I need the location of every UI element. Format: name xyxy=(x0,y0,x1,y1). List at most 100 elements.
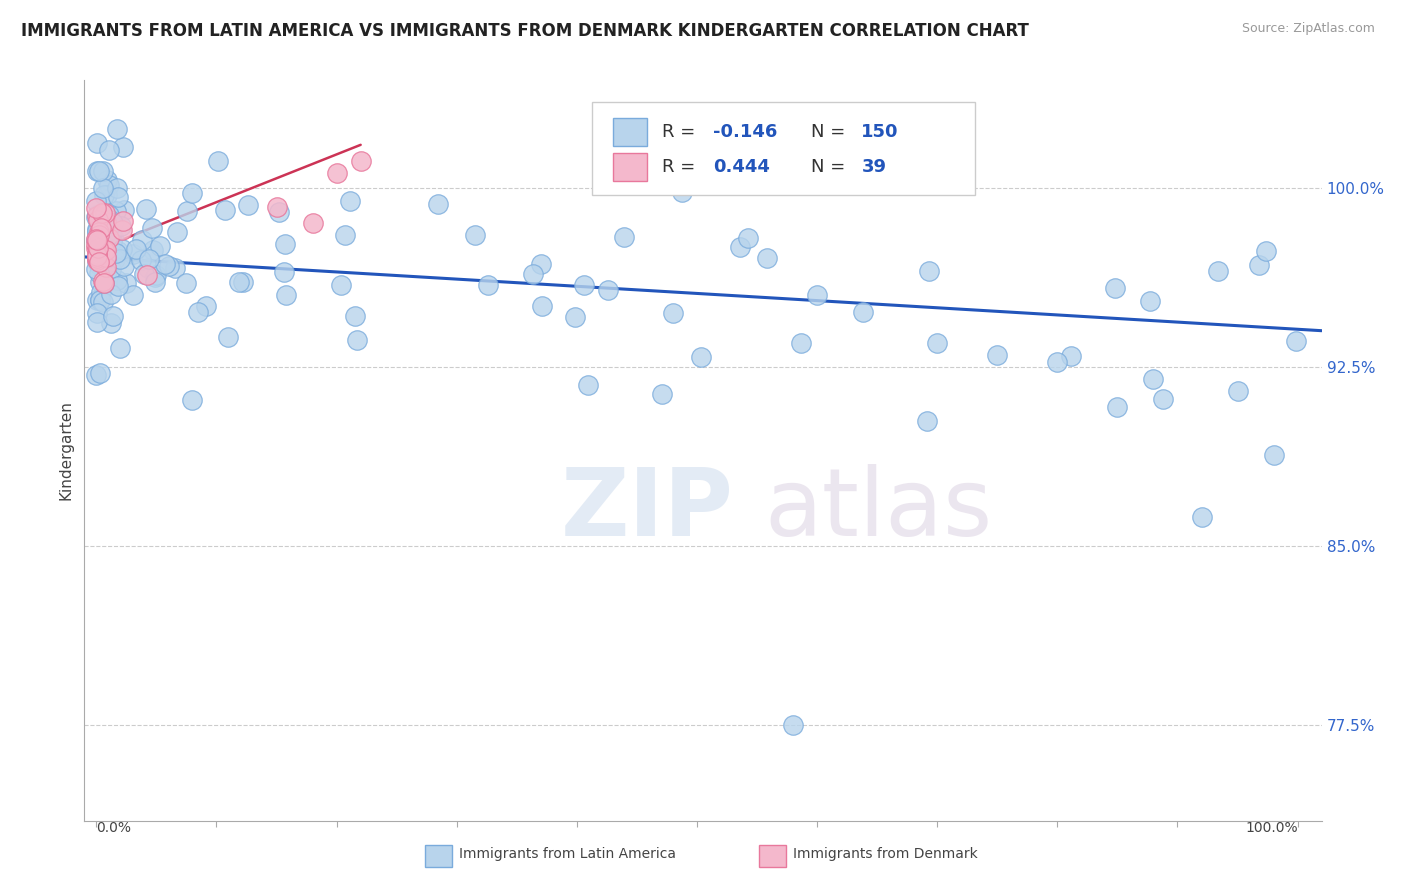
Point xyxy=(918,264,941,278)
Point xyxy=(105,122,128,136)
Point xyxy=(662,306,685,320)
Point xyxy=(107,244,129,258)
Point xyxy=(91,181,114,195)
Point xyxy=(1139,294,1161,309)
Point xyxy=(135,202,157,217)
Point xyxy=(530,257,553,271)
Point xyxy=(86,164,108,178)
Text: Immigrants from Denmark: Immigrants from Denmark xyxy=(793,847,979,861)
Point xyxy=(86,232,108,246)
Point xyxy=(104,252,127,266)
Point xyxy=(86,262,108,277)
Point xyxy=(135,268,157,282)
Point xyxy=(142,243,165,257)
Point xyxy=(112,213,135,227)
Point xyxy=(93,277,115,291)
Point xyxy=(94,250,117,264)
Point xyxy=(115,276,138,290)
Point xyxy=(87,244,110,258)
Point xyxy=(101,216,124,230)
Point xyxy=(104,246,127,260)
Point xyxy=(86,232,108,246)
Point xyxy=(94,206,117,220)
Point xyxy=(89,275,111,289)
Text: R =: R = xyxy=(662,158,702,176)
Text: R =: R = xyxy=(662,123,702,141)
Text: 100.0%: 100.0% xyxy=(1244,821,1298,835)
FancyBboxPatch shape xyxy=(613,118,647,146)
Point xyxy=(350,153,373,168)
Point xyxy=(86,233,108,247)
Text: 150: 150 xyxy=(862,123,898,141)
Point xyxy=(790,335,813,350)
FancyBboxPatch shape xyxy=(613,153,647,181)
Point xyxy=(1285,334,1308,348)
Point xyxy=(91,294,114,309)
Point xyxy=(89,256,111,270)
Point xyxy=(129,253,152,268)
Point xyxy=(110,219,132,233)
Point xyxy=(94,243,117,257)
Point xyxy=(91,205,114,219)
Point xyxy=(100,261,122,276)
Point xyxy=(613,230,636,244)
Point xyxy=(730,240,752,254)
Point xyxy=(176,203,198,218)
Point xyxy=(86,210,108,224)
Point xyxy=(93,277,115,291)
Point xyxy=(238,198,260,212)
Point xyxy=(756,252,779,266)
Point xyxy=(111,222,134,236)
Point xyxy=(333,228,356,243)
Point xyxy=(98,143,121,157)
Point xyxy=(100,213,122,227)
Point xyxy=(181,186,204,201)
Point xyxy=(917,414,939,428)
Point xyxy=(90,221,112,235)
Point xyxy=(89,164,111,178)
Text: IMMIGRANTS FROM LATIN AMERICA VS IMMIGRANTS FROM DENMARK KINDERGARTEN CORRELATIO: IMMIGRANTS FROM LATIN AMERICA VS IMMIGRA… xyxy=(21,22,1029,40)
Point xyxy=(108,341,131,355)
Point xyxy=(100,316,122,330)
Point xyxy=(522,267,544,281)
Point xyxy=(325,166,347,180)
Point xyxy=(131,233,153,247)
FancyBboxPatch shape xyxy=(592,103,976,195)
Point xyxy=(1226,384,1249,398)
Point xyxy=(153,257,176,271)
Point xyxy=(86,227,108,241)
Point xyxy=(1152,392,1174,407)
Point xyxy=(96,173,118,187)
Point xyxy=(477,278,499,293)
Point xyxy=(87,253,110,268)
Point xyxy=(105,273,128,287)
Point xyxy=(87,225,110,239)
Point xyxy=(86,306,108,320)
Point xyxy=(651,387,673,401)
Point xyxy=(330,277,353,292)
Text: N =: N = xyxy=(811,123,851,141)
Point xyxy=(86,212,108,227)
Point xyxy=(181,392,204,407)
Point xyxy=(94,219,117,234)
Point xyxy=(87,253,110,268)
Point xyxy=(112,259,135,273)
FancyBboxPatch shape xyxy=(425,845,451,867)
Text: -0.146: -0.146 xyxy=(713,123,778,141)
Point xyxy=(86,246,108,260)
Point xyxy=(90,285,112,299)
Point xyxy=(737,231,759,245)
Point xyxy=(98,212,121,227)
Point xyxy=(1046,355,1069,369)
Point xyxy=(138,252,160,266)
Point xyxy=(274,288,297,302)
Point xyxy=(125,242,148,256)
Point xyxy=(91,163,114,178)
Point xyxy=(101,309,124,323)
Point xyxy=(89,366,111,380)
Point xyxy=(89,227,111,242)
Text: ZIP: ZIP xyxy=(561,464,734,556)
Text: 39: 39 xyxy=(862,158,886,176)
Text: N =: N = xyxy=(811,158,851,176)
Point xyxy=(427,197,450,211)
